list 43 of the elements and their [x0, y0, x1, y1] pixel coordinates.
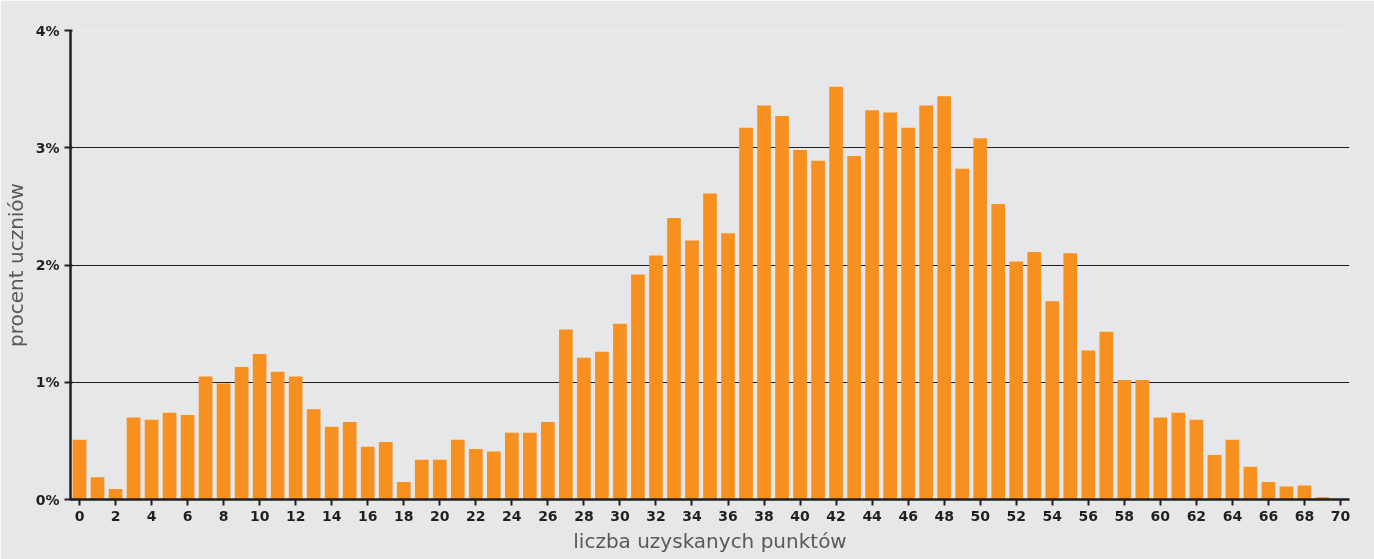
y-tick-label: 3% [35, 139, 60, 156]
x-tick-label: 26 [538, 507, 558, 524]
x-tick-label: 60 [1150, 507, 1171, 524]
x-tick-label: 68 [1294, 507, 1315, 524]
x-tick-label: 66 [1258, 507, 1279, 524]
x-tick-label: 32 [646, 507, 666, 524]
x-tick-label: 30 [610, 507, 630, 524]
x-tick-label: 20 [430, 507, 450, 524]
x-tick-label: 16 [357, 507, 378, 524]
y-tick-label: 0% [35, 491, 60, 508]
x-tick-label: 24 [502, 507, 522, 524]
x-tick-label: 50 [970, 507, 991, 524]
x-axis-title: liczba uzyskanych punktów [573, 528, 847, 553]
x-tick-label: 22 [466, 507, 486, 524]
x-tick-label: 0 [74, 507, 85, 524]
x-tick-label: 34 [682, 507, 702, 524]
x-tick-label: 12 [285, 507, 306, 524]
x-tick-label: 52 [1006, 507, 1026, 524]
x-tick-label: 46 [898, 507, 918, 524]
x-tick-label: 4 [146, 507, 157, 524]
y-tick-label: 4% [35, 22, 60, 39]
x-tick-label: 42 [826, 507, 846, 524]
x-tick-label: 2 [110, 507, 121, 524]
x-tick-label: 64 [1222, 507, 1243, 524]
y-axis-title: procent uczniów [3, 183, 28, 347]
x-tick-label: 28 [574, 507, 594, 524]
y-tick-label: 2% [35, 257, 60, 273]
x-tick-label: 40 [790, 507, 811, 524]
y-tick-label: 1% [35, 374, 60, 391]
x-tick-label: 18 [394, 507, 414, 524]
x-tick-label: 8 [218, 507, 229, 524]
x-tick-label: 70 [1330, 507, 1351, 524]
x-tick-label: 54 [1042, 507, 1063, 524]
x-tick-label: 56 [1078, 507, 1099, 524]
x-tick-label: 36 [718, 507, 738, 524]
x-tick-label: 62 [1186, 507, 1207, 524]
x-tick-label: 44 [862, 507, 883, 524]
x-tick-label: 38 [754, 507, 774, 524]
x-tick-label: 58 [1114, 507, 1135, 524]
x-tick-label: 14 [321, 507, 342, 524]
x-tick-label: 10 [249, 507, 270, 524]
x-tick-label: 6 [182, 507, 193, 524]
x-tick-label: 48 [934, 507, 954, 524]
